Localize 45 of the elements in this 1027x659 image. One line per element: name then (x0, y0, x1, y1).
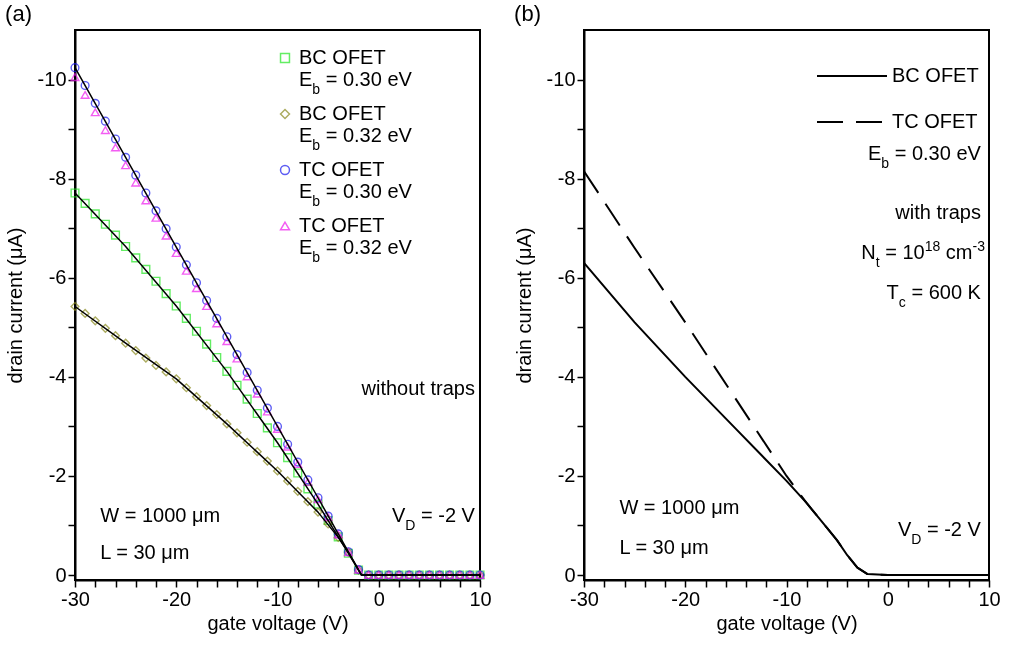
x-tick-label: -20 (671, 587, 701, 610)
annotation: with traps (894, 201, 981, 224)
annotation: W = 1000 μm (619, 496, 740, 519)
legend-label: TC OFET E$_{b}$ = 0.32 eV (299, 214, 413, 265)
legend-label: TC OFET E$_{b}$ = 0.30 eV (299, 158, 413, 209)
y-axis-title: drain current (μA) (512, 227, 535, 384)
y-tick-label: 0 (564, 563, 576, 586)
x-tick-label: -10 (772, 587, 802, 610)
annotation: W = 1000 μm (100, 503, 221, 526)
x-tick-label: -30 (570, 587, 599, 610)
annotation: T$_{c}$ = 600 K (886, 280, 982, 310)
y-axis-title: drain current (μA) (3, 227, 26, 384)
y-tick-label: -8 (557, 167, 576, 190)
y-tick-label: -8 (48, 167, 67, 190)
chart-title: (b) (514, 1, 541, 26)
y-tick-label: -6 (48, 266, 67, 289)
x-axis-title: gate voltage (V) (207, 611, 349, 634)
x-tick-label: -30 (61, 587, 90, 610)
x-tick-label: 10 (978, 587, 1001, 610)
annotation: L = 30 μm (100, 540, 190, 563)
legend-label: BC OFET E$_{b}$ = 0.32 eV (299, 102, 413, 153)
y-tick-label: -2 (48, 464, 67, 487)
x-tick-label: 0 (373, 587, 385, 610)
annotation: without traps (360, 377, 475, 400)
y-tick-label: -6 (557, 266, 576, 289)
legend-label: BC OFET (892, 64, 979, 86)
y-tick-label: -4 (557, 365, 576, 388)
legend-label: TC OFET (892, 110, 978, 132)
x-tick-label: -20 (162, 587, 192, 610)
y-tick-label: -10 (546, 68, 576, 91)
annotation: V$_{D}$ = -2 V (391, 503, 476, 533)
annotation: V$_{D}$ = -2 V (897, 518, 982, 548)
annotation: L = 30 μm (619, 535, 709, 558)
annotation: N$_{t}$ = 10$^{18}$ cm$^{-3}$ (861, 237, 986, 270)
x-tick-label: 10 (469, 587, 492, 610)
legend-label: BC OFET E$_{b}$ = 0.30 eV (299, 46, 413, 97)
x-tick-label: -10 (263, 587, 293, 610)
annotation: E$_{b}$ = 0.30 eV (868, 141, 982, 171)
y-tick-label: 0 (55, 563, 67, 586)
chart-title: (a) (5, 1, 32, 26)
y-tick-label: -2 (557, 464, 576, 487)
y-tick-label: -4 (48, 365, 67, 388)
y-tick-label: -10 (37, 68, 67, 91)
x-axis-title: gate voltage (V) (716, 611, 858, 634)
x-tick-label: 0 (882, 587, 894, 610)
